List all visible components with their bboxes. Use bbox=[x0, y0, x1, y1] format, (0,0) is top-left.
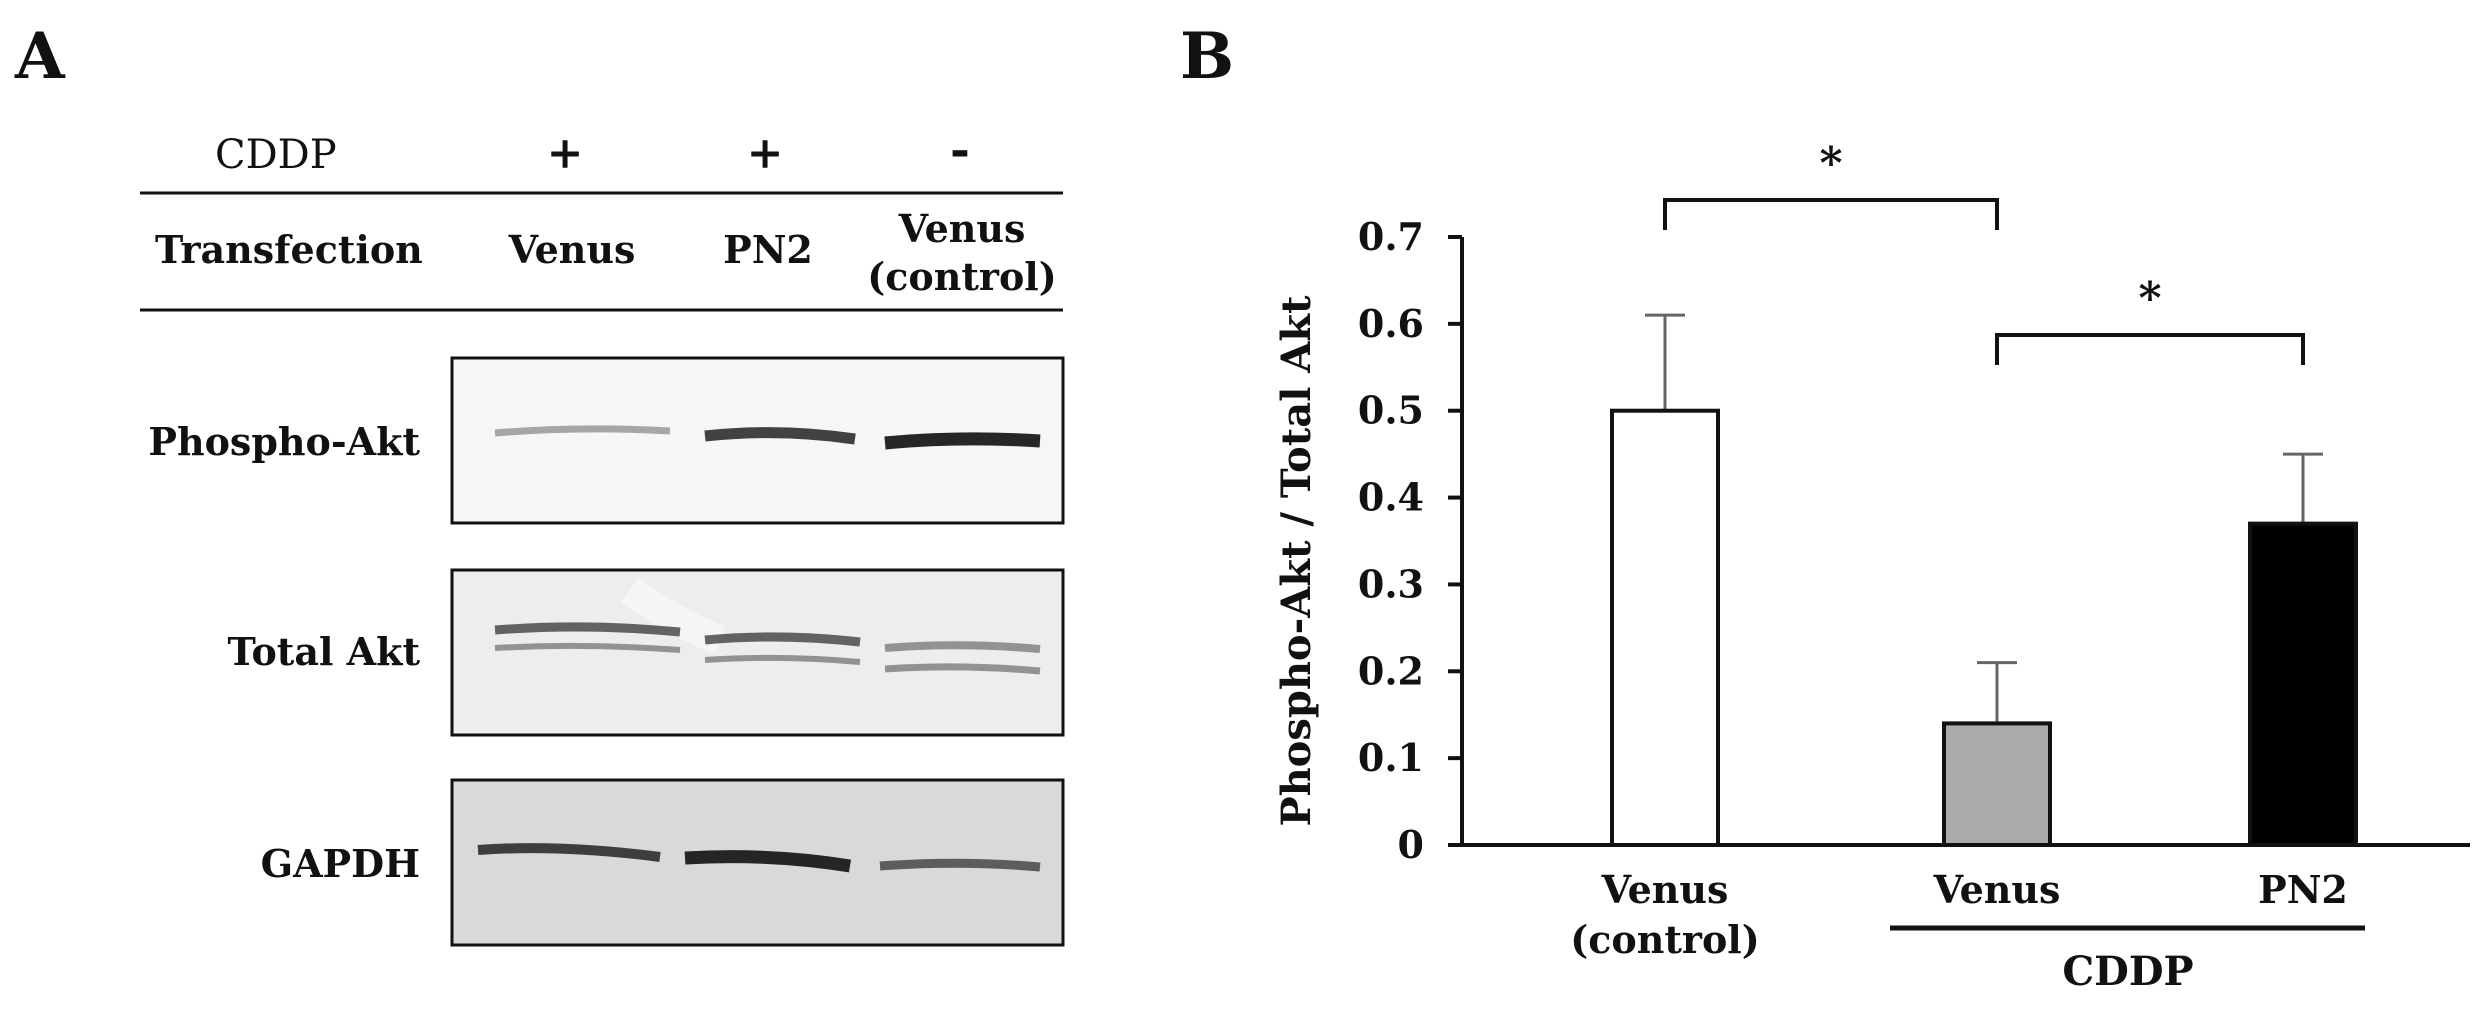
cddp-value-lane-1: + bbox=[547, 128, 584, 179]
x-tick-label-venus-control: Venus bbox=[1601, 867, 1729, 912]
cddp-label: CDDP bbox=[215, 132, 337, 178]
transfection-lane-1: Venus bbox=[508, 227, 636, 272]
y-tick-label: 0.6 bbox=[1358, 301, 1424, 346]
bars bbox=[1610, 313, 2358, 848]
y-tick-label: 0 bbox=[1398, 822, 1424, 867]
x-tick-label-venus: Venus bbox=[1933, 867, 2061, 912]
bar bbox=[1610, 408, 1720, 847]
significance-star: * bbox=[2138, 273, 2161, 324]
bar-chart: Phospho-Akt / Total Akt 0 0.1 0.2 0.3 0.4 0.5… bbox=[1273, 138, 2470, 995]
x-tick-label-control: (control) bbox=[1570, 917, 1759, 962]
cddp-group-label: CDDP bbox=[2062, 948, 2193, 995]
blot-frame bbox=[450, 778, 1065, 947]
band-lane-1 bbox=[494, 425, 671, 437]
transfection-label: Transfection bbox=[155, 227, 423, 272]
significance-bracket bbox=[1995, 333, 2305, 365]
band-lane-1-lower bbox=[494, 642, 681, 653]
significance-brackets: ** bbox=[1663, 138, 2305, 365]
panel-a-letter: A bbox=[14, 19, 66, 94]
blot-gapdh: GAPDH bbox=[261, 778, 1065, 947]
band-lane-3-lower bbox=[884, 663, 1041, 675]
band-lane-2 bbox=[684, 850, 852, 873]
band-lane-2-upper bbox=[704, 632, 861, 647]
transfection-lane-3-line-2: (control) bbox=[867, 254, 1056, 299]
transfection-lane-3-line-1: Venus bbox=[898, 206, 1026, 251]
y-tick-label: 0.3 bbox=[1358, 561, 1424, 606]
y-axis-label: Phospho-Akt / Total Akt bbox=[1273, 295, 1320, 827]
y-tick-label: 0.1 bbox=[1358, 735, 1424, 780]
band-lane-1 bbox=[477, 843, 661, 862]
blot-total-akt: Total Akt bbox=[228, 568, 1065, 737]
y-tick-label: 0.4 bbox=[1358, 475, 1424, 520]
band-lane-2-lower bbox=[704, 654, 861, 665]
transfection-lane-2: PN2 bbox=[723, 227, 813, 272]
significance-bracket bbox=[1663, 198, 1999, 230]
blot-label-total-akt: Total Akt bbox=[228, 629, 421, 674]
blot-background bbox=[452, 570, 1063, 735]
blot-frame bbox=[450, 356, 1065, 525]
significance-star: * bbox=[1819, 138, 1842, 189]
cddp-value-lane-2: + bbox=[747, 128, 784, 179]
band-lane-3 bbox=[884, 432, 1041, 450]
x-tick-label-pn2: PN2 bbox=[2258, 867, 2348, 912]
y-tick-label: 0.2 bbox=[1358, 648, 1424, 693]
cddp-value-lane-3: - bbox=[950, 122, 970, 178]
bar bbox=[2248, 521, 2358, 848]
bar bbox=[1942, 721, 2052, 848]
blot-label-gapdh: GAPDH bbox=[261, 841, 420, 886]
y-tick-label: 0.7 bbox=[1358, 214, 1424, 259]
band-lane-3-upper bbox=[884, 641, 1041, 653]
panel-b-letter: B bbox=[1180, 19, 1234, 94]
band-lane-1-upper bbox=[494, 622, 681, 637]
y-tick-label: 0.5 bbox=[1358, 388, 1424, 433]
blot-phospho-akt: Phospho-Akt bbox=[148, 356, 1065, 525]
blot-label-phospho-akt: Phospho-Akt bbox=[148, 419, 420, 464]
band-lane-2 bbox=[704, 427, 856, 445]
band-lane-3 bbox=[879, 858, 1041, 872]
blot-frame bbox=[450, 568, 1065, 737]
y-axis-ticks: 0 0.1 0.2 0.3 0.4 0.5 0.6 0.7 bbox=[1358, 214, 1462, 867]
